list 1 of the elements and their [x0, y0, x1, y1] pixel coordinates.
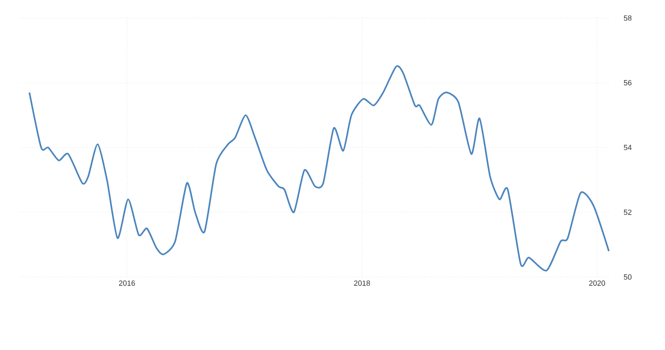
line-series — [28, 66, 610, 272]
